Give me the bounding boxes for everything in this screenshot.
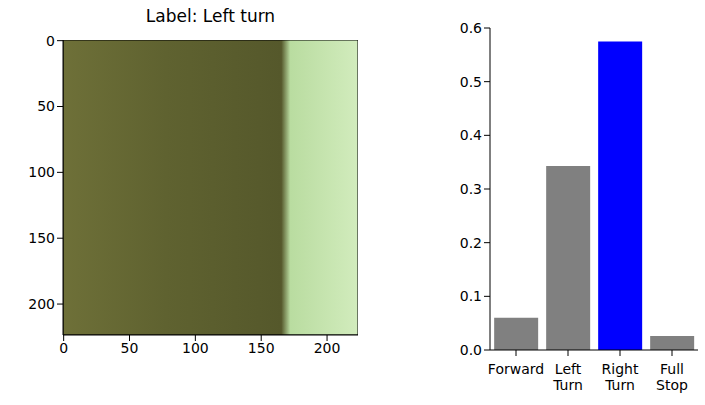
svg-text:0.1: 0.1: [460, 288, 482, 304]
svg-text:100: 100: [28, 164, 55, 180]
svg-text:FullStop: FullStop: [656, 361, 688, 393]
svg-text:0.5: 0.5: [460, 74, 482, 90]
svg-text:0.0: 0.0: [460, 342, 482, 358]
svg-text:LeftTurn: LeftTurn: [552, 361, 583, 393]
svg-text:RightTurn: RightTurn: [602, 361, 639, 393]
svg-text:0.4: 0.4: [460, 127, 482, 143]
svg-text:Forward: Forward: [488, 361, 544, 377]
html-text:Label: Left turn: Label: Left turn: [145, 6, 276, 26]
svg-text:50: 50: [37, 98, 55, 114]
svg-text:0.6: 0.6: [460, 20, 482, 36]
svg-text:200: 200: [314, 340, 341, 356]
svg-text:200: 200: [28, 296, 55, 312]
svg-text:0: 0: [46, 33, 55, 49]
svg-text:0: 0: [59, 340, 68, 356]
svg-text:50: 50: [121, 340, 139, 356]
svg-text:150: 150: [28, 230, 55, 246]
svg-text:0.3: 0.3: [460, 181, 482, 197]
svg-text:100: 100: [182, 340, 209, 356]
svg-text:0.2: 0.2: [460, 235, 482, 251]
svg-text:150: 150: [248, 340, 275, 356]
